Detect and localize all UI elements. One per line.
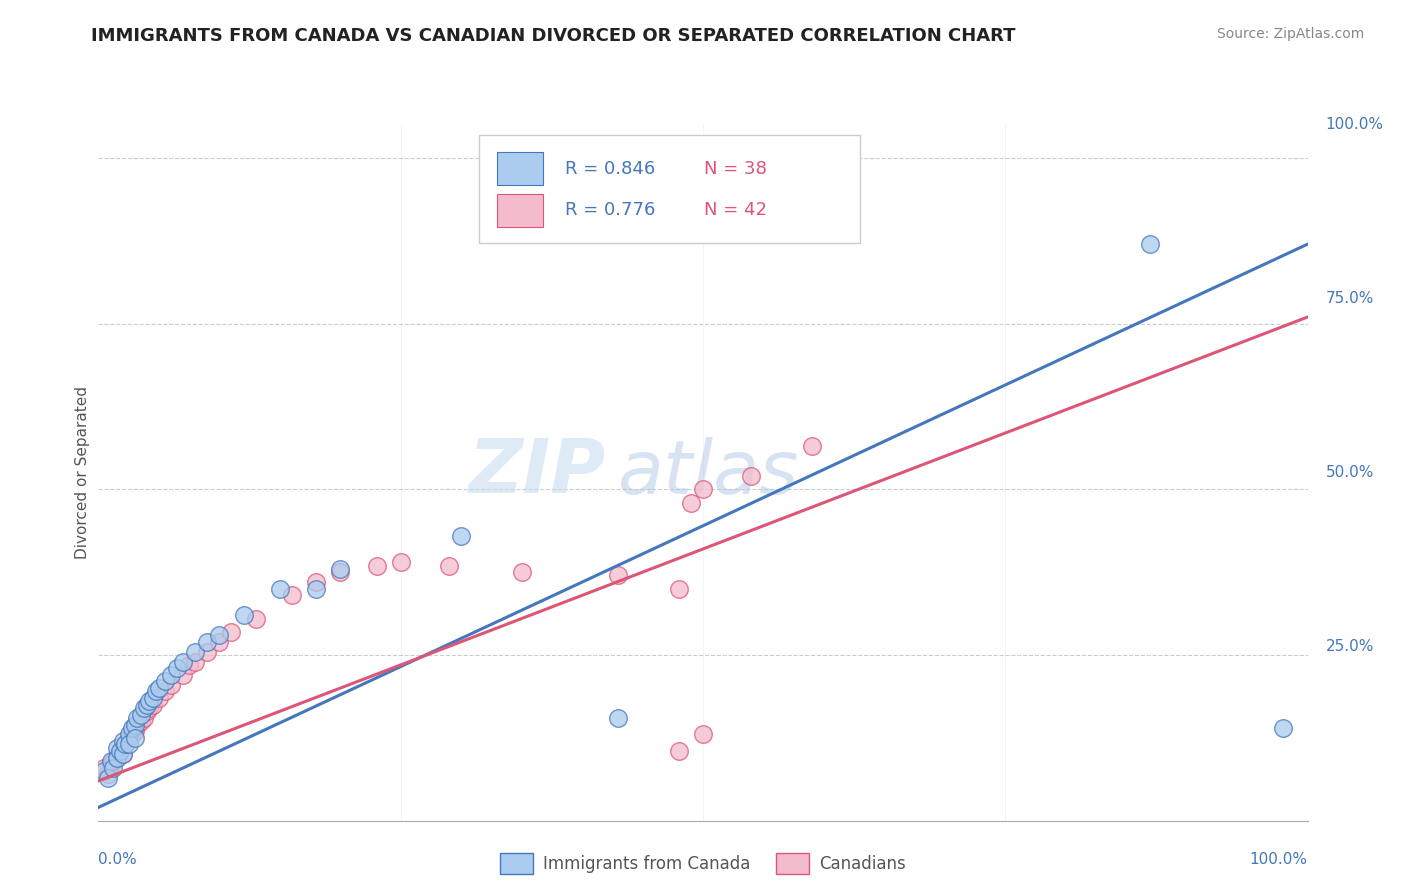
Text: IMMIGRANTS FROM CANADA VS CANADIAN DIVORCED OR SEPARATED CORRELATION CHART: IMMIGRANTS FROM CANADA VS CANADIAN DIVOR… — [91, 27, 1017, 45]
Point — [124, 717, 146, 731]
Point — [692, 727, 714, 741]
Point — [118, 738, 141, 752]
Text: 100.0%: 100.0% — [1250, 852, 1308, 867]
Point — [195, 645, 218, 659]
Point — [1139, 237, 1161, 252]
Point — [138, 694, 160, 708]
Point — [153, 674, 176, 689]
Point — [208, 628, 231, 642]
Point — [305, 582, 328, 596]
Point — [269, 582, 291, 596]
Text: 0.0%: 0.0% — [98, 852, 138, 867]
Point — [108, 744, 131, 758]
Point — [138, 701, 160, 715]
Point — [105, 750, 128, 764]
Point — [111, 734, 134, 748]
Point — [111, 747, 134, 762]
Point — [105, 740, 128, 755]
Point — [127, 717, 149, 731]
Point — [160, 668, 183, 682]
Text: R = 0.846: R = 0.846 — [565, 160, 655, 178]
Point — [800, 439, 823, 453]
Point — [127, 711, 149, 725]
Point — [607, 711, 630, 725]
Point — [105, 750, 128, 764]
Point — [129, 714, 152, 729]
Point — [366, 558, 388, 573]
Point — [177, 657, 201, 672]
Point — [160, 678, 183, 692]
Legend: Immigrants from Canada, Canadians: Immigrants from Canada, Canadians — [492, 845, 914, 882]
Point — [114, 738, 136, 752]
Point — [142, 698, 165, 712]
Point — [668, 582, 690, 596]
Point — [148, 691, 170, 706]
Point — [114, 738, 136, 752]
Point — [134, 701, 156, 715]
Point — [245, 611, 267, 625]
Point — [135, 704, 157, 718]
Point — [195, 634, 218, 648]
Point — [281, 588, 304, 602]
Point — [93, 761, 115, 775]
Text: Source: ZipAtlas.com: Source: ZipAtlas.com — [1216, 27, 1364, 41]
FancyBboxPatch shape — [498, 152, 543, 186]
Point — [172, 668, 194, 682]
Point — [111, 747, 134, 762]
Point — [184, 645, 207, 659]
Text: 50.0%: 50.0% — [1326, 466, 1374, 480]
Point — [184, 655, 207, 669]
Point — [124, 724, 146, 739]
Text: 100.0%: 100.0% — [1326, 118, 1384, 132]
Point — [692, 483, 714, 497]
Point — [101, 754, 124, 768]
Text: N = 38: N = 38 — [704, 160, 768, 178]
Point — [172, 655, 194, 669]
Point — [329, 562, 352, 576]
Point — [148, 681, 170, 695]
Point — [97, 767, 120, 781]
Text: 75.0%: 75.0% — [1326, 292, 1374, 306]
Point — [305, 575, 328, 590]
Y-axis label: Divorced or Separated: Divorced or Separated — [75, 386, 90, 559]
Point — [208, 634, 231, 648]
Point — [118, 731, 141, 745]
Point — [129, 707, 152, 722]
Point — [166, 661, 188, 675]
Point — [437, 558, 460, 573]
Point — [145, 684, 167, 698]
Point — [108, 744, 131, 758]
Point — [607, 568, 630, 582]
Point — [97, 771, 120, 785]
FancyBboxPatch shape — [498, 194, 543, 227]
Text: N = 42: N = 42 — [704, 202, 768, 219]
Text: R = 0.776: R = 0.776 — [565, 202, 655, 219]
Text: atlas: atlas — [619, 437, 800, 508]
Point — [232, 608, 254, 623]
Point — [134, 711, 156, 725]
Point — [679, 495, 702, 509]
FancyBboxPatch shape — [479, 136, 860, 244]
Point — [221, 624, 243, 639]
Point — [121, 721, 143, 735]
Point — [118, 727, 141, 741]
Point — [450, 529, 472, 543]
Text: 25.0%: 25.0% — [1326, 640, 1374, 654]
Point — [1272, 721, 1295, 735]
Point — [124, 731, 146, 745]
Point — [100, 757, 122, 772]
Point — [740, 469, 762, 483]
Point — [329, 565, 352, 579]
Point — [135, 698, 157, 712]
Point — [510, 565, 533, 579]
Point — [389, 555, 412, 569]
Point — [121, 727, 143, 741]
Point — [93, 764, 115, 778]
Point — [100, 754, 122, 768]
Point — [668, 744, 690, 758]
Point — [153, 684, 176, 698]
Text: ZIP: ZIP — [470, 436, 606, 509]
Point — [142, 691, 165, 706]
Point — [101, 761, 124, 775]
